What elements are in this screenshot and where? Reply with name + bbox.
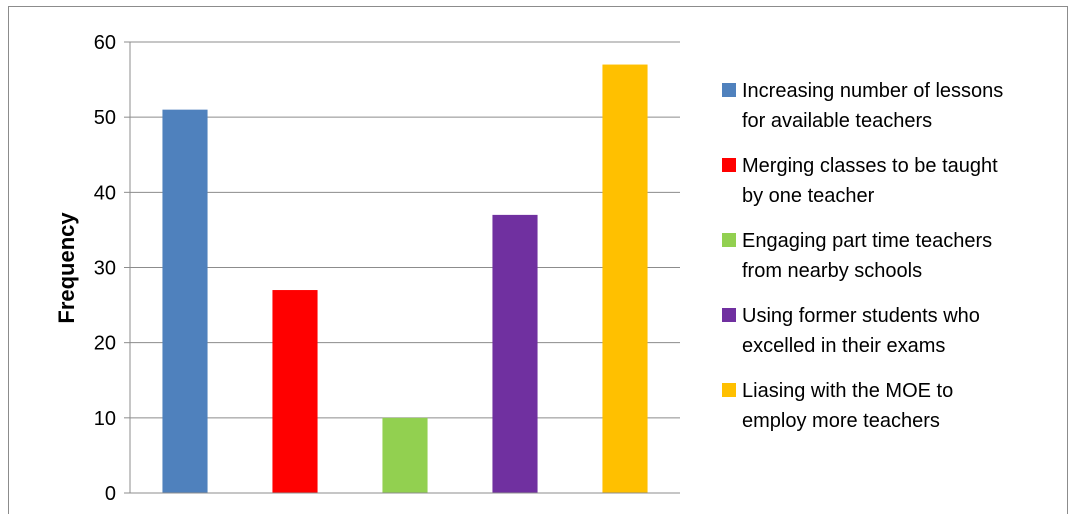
legend: Increasing number of lessons for availabl… xyxy=(722,80,1003,432)
y-axis-ticks: 0 10 20 30 40 50 60 xyxy=(94,32,130,505)
bar xyxy=(162,109,208,494)
legend-swatch xyxy=(722,308,736,322)
axes xyxy=(129,42,680,494)
legend-swatch xyxy=(722,83,736,97)
legend-swatch xyxy=(722,233,736,247)
bar xyxy=(602,64,648,494)
legend-label: Liasing with the MOE to xyxy=(742,380,953,402)
y-tick-label: 40 xyxy=(94,182,116,204)
legend-label: by one teacher xyxy=(742,185,875,207)
legend-swatch xyxy=(722,158,736,172)
y-axis-title: Frequency xyxy=(54,212,79,324)
bar xyxy=(272,290,318,493)
y-tick-label: 30 xyxy=(94,258,116,280)
y-tick-label: 60 xyxy=(94,32,116,54)
legend-swatch xyxy=(722,383,736,397)
legend-label: from nearby schools xyxy=(742,260,922,282)
legend-label: Engaging part time teachers xyxy=(742,230,992,252)
bars xyxy=(162,64,648,494)
legend-label: Increasing number of lessons xyxy=(742,80,1003,102)
legend-label: employ more teachers xyxy=(742,410,940,432)
legend-label: for available teachers xyxy=(742,110,932,132)
legend-label: excelled in their exams xyxy=(742,335,945,357)
legend-label: Using former students who xyxy=(742,305,980,327)
bar xyxy=(492,214,538,493)
y-tick-label: 20 xyxy=(94,333,116,355)
bar xyxy=(382,417,428,493)
y-tick-label: 10 xyxy=(94,408,116,430)
gridlines xyxy=(130,41,680,419)
y-tick-label: 0 xyxy=(105,483,116,505)
y-tick-label: 50 xyxy=(94,107,116,129)
legend-label: Merging classes to be taught xyxy=(742,155,998,177)
